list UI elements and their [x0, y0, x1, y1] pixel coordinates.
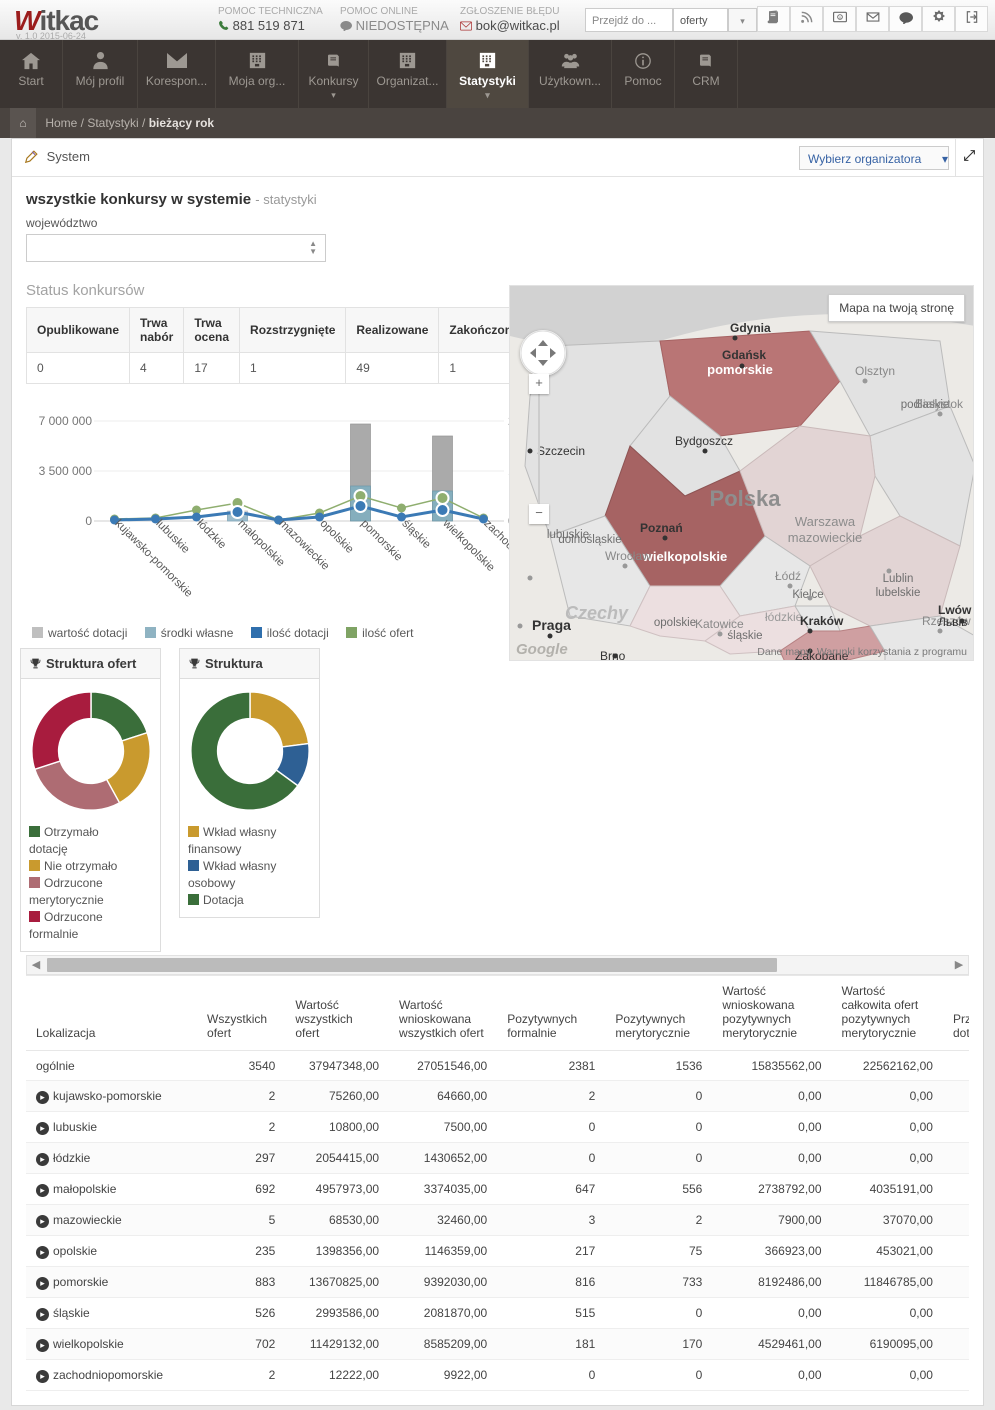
- svg-text:Wrocław: Wrocław: [605, 549, 651, 563]
- svg-text:Gdańsk: Gdańsk: [722, 348, 766, 362]
- svg-text:śląskie: śląskie: [399, 518, 432, 551]
- svg-text:Czechy: Czechy: [565, 603, 629, 623]
- svg-text:Lublin: Lublin: [883, 573, 914, 585]
- svg-text:Bydgoszcz: Bydgoszcz: [675, 434, 733, 448]
- svg-text:Łódź: Łódź: [775, 569, 801, 583]
- svg-text:Białystok: Białystok: [915, 397, 964, 411]
- svg-text:Katowice: Katowice: [695, 617, 744, 631]
- svg-text:lubelskie: lubelskie: [876, 587, 921, 599]
- svg-text:Gdynia: Gdynia: [730, 321, 771, 335]
- svg-text:łódzkie: łódzkie: [765, 610, 803, 624]
- svg-text:Kraków: Kraków: [800, 614, 844, 628]
- svg-text:kujawsko-pomorskie: kujawsko-pomorskie: [112, 518, 194, 600]
- svg-text:opolskie: opolskie: [654, 617, 696, 629]
- svg-text:łódzkie: łódzkie: [194, 518, 228, 552]
- svg-text:wielkopolskie: wielkopolskie: [642, 549, 728, 564]
- svg-text:7 000 000: 7 000 000: [39, 414, 93, 428]
- svg-text:opolskie: opolskie: [317, 518, 355, 556]
- svg-text:0: 0: [85, 514, 92, 528]
- svg-text:Polska: Polska: [710, 486, 782, 511]
- svg-text:pomorskie: pomorskie: [358, 518, 404, 564]
- svg-text:dolnośląskie: dolnośląskie: [558, 534, 621, 546]
- svg-text:mazowieckie: mazowieckie: [788, 530, 862, 545]
- svg-text:3 500 000: 3 500 000: [39, 464, 93, 478]
- svg-text:pomorskie: pomorskie: [707, 362, 773, 377]
- svg-text:Olsztyn: Olsztyn: [855, 364, 895, 378]
- svg-text:śląskie: śląskie: [727, 630, 762, 642]
- svg-text:Brno: Brno: [600, 649, 626, 661]
- svg-text:lubuskie: lubuskie: [153, 518, 191, 556]
- svg-text:Львів: Львів: [938, 615, 968, 629]
- svg-text:Poznań: Poznań: [640, 521, 683, 535]
- svg-text:Warszawa: Warszawa: [795, 514, 856, 529]
- svg-text:0: 0: [839, 16, 841, 20]
- svg-text:Szczecin: Szczecin: [537, 444, 585, 458]
